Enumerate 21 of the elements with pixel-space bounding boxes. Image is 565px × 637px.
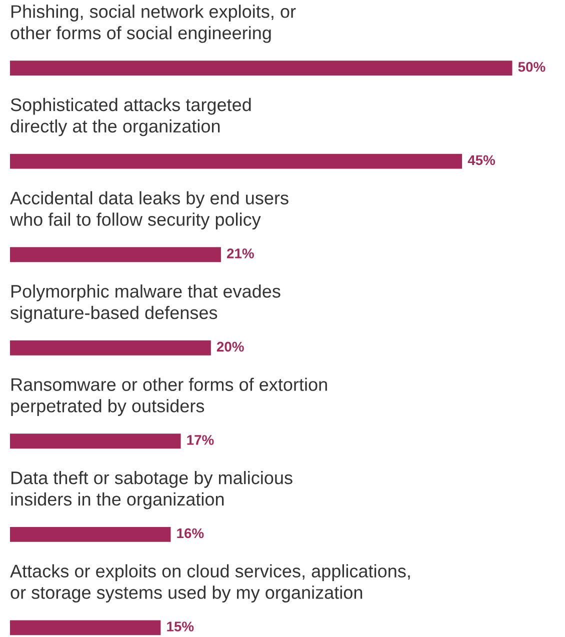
data-label: 50% xyxy=(518,62,546,72)
y-tick-label: Ransomware or other forms of extortion perpetrated by outsiders xyxy=(11,378,327,416)
y-tick-label: Accidental data leaks by end users who fail to follow security policy xyxy=(10,191,288,230)
bar xyxy=(10,526,171,542)
y-tick-label: Data theft or sabotage by malicious insiders in the organization xyxy=(11,470,292,510)
data-label: 20% xyxy=(216,342,244,352)
data-label: 15% xyxy=(167,622,194,632)
data-label: 16% xyxy=(177,528,204,538)
bar xyxy=(10,340,211,356)
y-tick-label: Polymorphic malware that evades signature-based defenses xyxy=(10,284,280,323)
bar xyxy=(10,154,462,169)
y-tick-label: Attacks or exploits on cloud services, applications, or storage systems used by my organization xyxy=(10,564,410,602)
bar xyxy=(10,620,161,636)
data-label: 21% xyxy=(226,248,254,258)
data-label: 45% xyxy=(468,155,496,166)
y-tick-label: Sophisticated attacks targeted directly at the organization xyxy=(10,98,251,136)
bar xyxy=(10,247,221,262)
data-label: 17% xyxy=(187,435,214,445)
y-tick-label: Phishing, social network exploits, or other forms of social engineering xyxy=(10,4,296,43)
bar xyxy=(10,60,512,76)
bar xyxy=(10,434,181,449)
